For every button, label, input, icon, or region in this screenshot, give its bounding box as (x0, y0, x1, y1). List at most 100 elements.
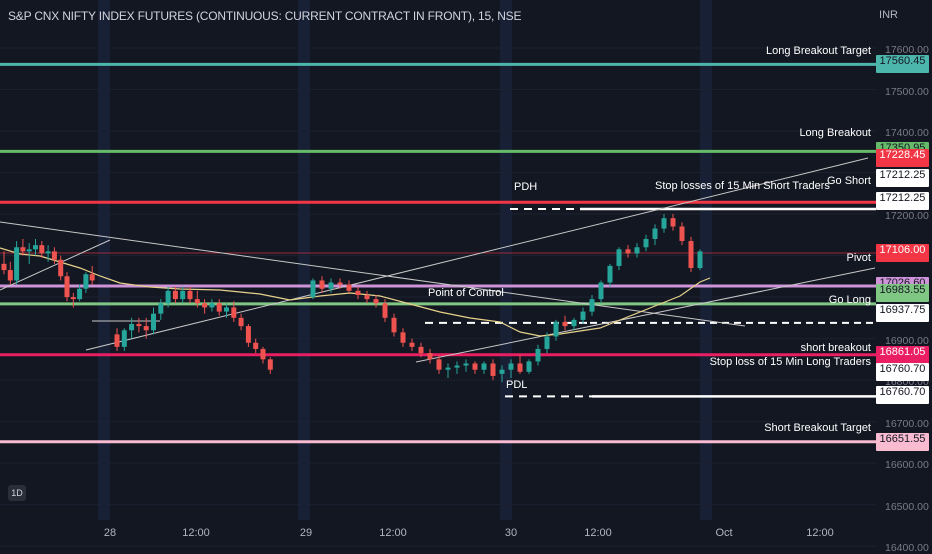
session-band (500, 0, 512, 520)
level-annotation: Long Breakout (799, 127, 871, 139)
candle-body (355, 290, 361, 295)
candle-body (33, 245, 38, 250)
pdl-label: PDL (506, 379, 528, 391)
candle-body (151, 313, 156, 331)
candle-body (562, 321, 568, 327)
candle-body (64, 276, 70, 298)
level-annotation: short breakout (800, 342, 871, 354)
poc-label: Point of Control (428, 287, 504, 299)
candle-body (121, 330, 127, 347)
y-tick-label: 16900.00 (885, 334, 929, 347)
candle-body (114, 334, 120, 347)
y-tick-label: 16400.00 (885, 542, 929, 554)
candle-body (70, 297, 76, 300)
candle-body (490, 363, 496, 376)
x-tick-label: 12:00 (806, 527, 834, 539)
candle-body (224, 307, 229, 312)
candle-body (194, 299, 200, 304)
x-tick-label: 30 (504, 527, 518, 539)
candle-body (625, 249, 631, 254)
candle-body (1, 263, 7, 271)
price-axis-label: 16861.05 (876, 345, 929, 364)
candle-body (89, 274, 95, 281)
candle-body (517, 363, 523, 372)
candle-body (165, 290, 171, 304)
x-tick-label: 29 (299, 527, 313, 539)
price-axis-label: 16983.55 (876, 283, 929, 302)
level-annotation: Pivot (846, 252, 871, 264)
y-tick-label: 17600.00 (885, 44, 929, 56)
y-tick-label: 16600.00 (885, 459, 929, 472)
y-tick-label: 17500.00 (885, 85, 929, 98)
candle-body (427, 353, 433, 360)
price-axis-label: 17212.25 (876, 192, 929, 210)
candle-body (589, 299, 595, 312)
candle-body (231, 307, 237, 318)
candle-body (20, 247, 26, 252)
price-axis-label: 16651.55 (876, 432, 929, 451)
candle-body (652, 228, 658, 239)
candle-body (45, 251, 51, 254)
candle-body (238, 317, 244, 327)
x-tick-label: 12:00 (379, 527, 407, 539)
candle-body (499, 369, 505, 374)
candle-body (382, 303, 388, 318)
price-axis-label: 17212.25 (876, 169, 929, 187)
candle-body (391, 317, 397, 333)
trend-line-up (85, 157, 869, 351)
candle-body (158, 303, 164, 314)
candle-body (661, 218, 667, 229)
y-tick-label: 16500.00 (885, 500, 929, 513)
candle-body (346, 284, 352, 291)
candle-body (202, 303, 208, 308)
candle-body (544, 336, 550, 349)
candle-body (187, 290, 193, 300)
candle-body (216, 303, 222, 312)
x-tick-label: Oct (715, 527, 733, 539)
price-axis-label: 16760.70 (876, 386, 929, 404)
candle-body (553, 321, 559, 337)
candle-body (364, 294, 370, 300)
interval-badge[interactable]: 1D (8, 485, 26, 501)
channel-line-left (0, 239, 111, 291)
candle-body (634, 247, 640, 254)
price-axis-label: 16937.75 (876, 304, 929, 322)
candle-body (129, 324, 135, 331)
level-annotation: Stop loss of 15 Min Long Traders (709, 356, 871, 368)
vwap-line (0, 247, 711, 337)
y-tick-label: 17400.00 (885, 127, 929, 140)
level-annotation: Go Long (828, 294, 871, 306)
candle-body (7, 270, 13, 281)
candle-body (535, 348, 541, 362)
y-tick-label: 16700.00 (885, 417, 929, 430)
candle-body (143, 326, 149, 331)
candle-body (472, 363, 478, 370)
price-axis-label: 17228.45 (876, 148, 929, 167)
price-axis-label: 17560.45 (876, 55, 929, 74)
candle-body (571, 319, 577, 327)
candle-body (400, 332, 406, 343)
candle-body (481, 363, 487, 370)
candle-body (58, 259, 64, 277)
candle-body (26, 249, 32, 252)
candle-body (598, 282, 604, 300)
candle-body (643, 238, 649, 248)
candle-body (245, 326, 251, 343)
candle-body (77, 288, 83, 300)
candle-body (260, 348, 266, 360)
candle-body (697, 251, 703, 269)
candle-body (51, 251, 57, 260)
candle-body (337, 282, 343, 285)
channel-line-lower (415, 267, 876, 363)
trend-line-down (0, 221, 746, 327)
session-band (700, 0, 712, 520)
candle-body (616, 249, 622, 266)
candle-body (607, 265, 613, 283)
candle-body (526, 361, 532, 372)
candle-body (39, 245, 45, 254)
candle-body (373, 299, 379, 304)
x-tick-label: 12:00 (182, 527, 210, 539)
candle-body (14, 247, 20, 281)
y-tick-label: 17200.00 (885, 210, 929, 223)
